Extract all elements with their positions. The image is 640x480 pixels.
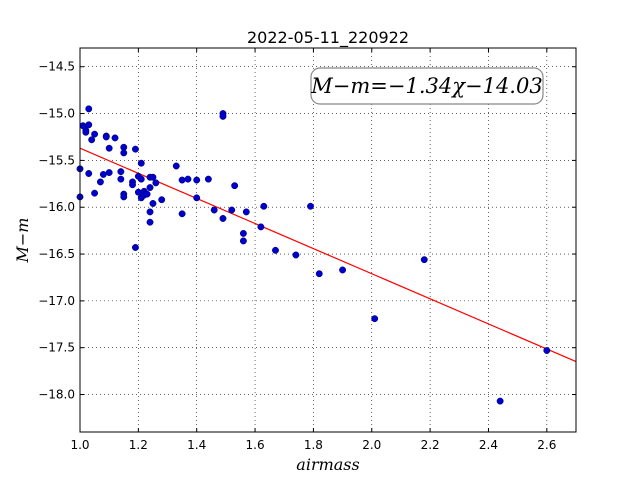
data-point <box>85 170 93 177</box>
x-tick-label: 2.4 <box>479 438 498 452</box>
data-point <box>178 176 186 184</box>
data-points <box>76 105 551 405</box>
data-point <box>420 256 428 264</box>
data-point <box>105 144 113 152</box>
y-axis-ticks: −14.5 −15.0 −15.5 −16.0 −16.5 −17.0 −17.5 −18.0 <box>38 60 576 402</box>
data-point <box>371 315 379 323</box>
data-point <box>219 112 227 120</box>
data-point <box>172 162 180 170</box>
y-tick-label: −17.5 <box>38 341 75 355</box>
data-point <box>146 218 154 226</box>
grid-lines <box>79 48 576 432</box>
data-point <box>143 190 151 198</box>
data-point <box>120 149 128 157</box>
y-tick-label: −14.5 <box>38 60 75 74</box>
x-tick-label: 1.8 <box>304 438 323 452</box>
data-point <box>111 134 119 142</box>
data-point <box>85 121 93 129</box>
data-point <box>339 266 347 274</box>
data-point <box>131 145 139 153</box>
data-point <box>146 208 154 216</box>
data-point <box>184 175 192 183</box>
data-point <box>219 215 227 222</box>
data-point <box>272 246 279 254</box>
data-point <box>99 170 107 178</box>
x-tick-label: 1.2 <box>129 438 148 452</box>
x-tick-label: 1.6 <box>246 438 265 452</box>
data-point <box>91 130 99 138</box>
x-axis-ticks: 1.0 1.2 1.4 1.6 1.8 2.0 2.2 2.4 2.6 <box>70 48 556 452</box>
y-axis-label: M−m <box>13 218 32 264</box>
data-point <box>193 176 201 184</box>
data-point <box>158 196 166 204</box>
x-tick-label: 2.2 <box>421 438 440 452</box>
data-point <box>239 229 247 237</box>
data-point <box>152 179 160 187</box>
data-point <box>120 193 128 201</box>
data-point <box>496 397 504 405</box>
data-point <box>105 169 113 177</box>
data-point <box>543 347 551 354</box>
y-tick-label: −16.5 <box>38 247 75 261</box>
data-point <box>292 251 300 259</box>
data-point <box>193 194 201 202</box>
data-point <box>129 181 136 189</box>
data-point <box>260 202 268 210</box>
data-point <box>210 206 218 214</box>
data-point <box>91 189 99 197</box>
data-point <box>102 133 110 141</box>
x-tick-label: 2.0 <box>362 438 381 452</box>
y-tick-label: −17.0 <box>38 294 75 308</box>
data-point <box>117 168 125 176</box>
x-axis-label: airmass <box>296 455 359 474</box>
equation-box-frame <box>310 67 544 105</box>
data-point <box>178 210 186 218</box>
chart-title: 2022-05-11_220922 <box>247 28 409 48</box>
y-tick-label: −16.0 <box>38 200 75 214</box>
data-point <box>96 178 104 186</box>
data-point <box>239 237 247 245</box>
data-point <box>242 208 250 216</box>
data-point <box>146 184 154 192</box>
data-point <box>131 244 139 251</box>
data-point <box>149 173 157 181</box>
y-tick-label: −15.5 <box>38 153 75 167</box>
x-tick-label: 2.6 <box>537 438 556 452</box>
data-point <box>88 136 96 144</box>
data-point <box>228 206 236 214</box>
y-tick-label: −18.0 <box>38 388 75 402</box>
data-point <box>85 105 93 113</box>
data-point <box>231 182 239 190</box>
data-point <box>149 200 157 207</box>
plot-frame <box>79 47 577 433</box>
data-point <box>117 175 125 183</box>
y-tick-label: −15.0 <box>38 107 75 121</box>
x-tick-label: 1.0 <box>70 438 89 452</box>
data-point <box>137 159 145 167</box>
data-point <box>257 223 265 231</box>
data-point <box>204 175 212 183</box>
equation-box: M−m=−1.34χ−14.03 <box>310 67 544 105</box>
data-point <box>137 175 145 183</box>
equation-label: M−m=−1.34χ−14.03 <box>310 74 542 98</box>
x-tick-label: 1.4 <box>187 438 206 452</box>
data-point <box>315 270 323 278</box>
data-point <box>307 202 314 210</box>
data-point <box>82 128 90 136</box>
fit-line <box>79 147 577 363</box>
